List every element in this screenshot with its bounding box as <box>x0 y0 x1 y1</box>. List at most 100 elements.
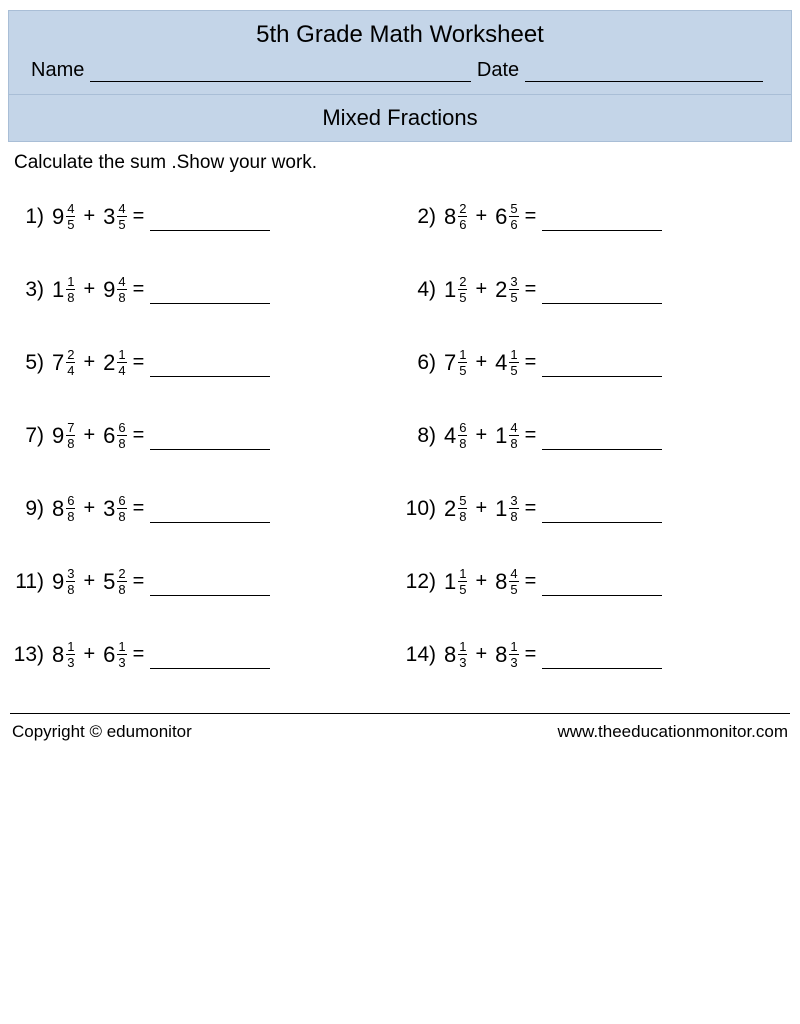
equals-sign: = <box>525 497 537 520</box>
answer-line[interactable] <box>150 363 270 377</box>
fraction: 48 <box>117 275 126 304</box>
fraction: 18 <box>66 275 75 304</box>
equals-sign: = <box>525 351 537 374</box>
footer-url: www.theeducationmonitor.com <box>557 722 788 742</box>
plus-operator: + <box>83 497 95 520</box>
problem-row: 13)813+613=14)813+813= <box>8 640 792 669</box>
date-input-line[interactable] <box>525 62 763 82</box>
numerator: 3 <box>66 567 75 581</box>
operand-a: 715 <box>444 348 467 377</box>
problem-row: 5)724+214=6)715+415= <box>8 348 792 377</box>
numerator: 6 <box>66 494 75 508</box>
denominator: 4 <box>117 363 126 377</box>
answer-line[interactable] <box>542 655 662 669</box>
equals-sign: = <box>133 424 145 447</box>
equals-sign: = <box>133 570 145 593</box>
problem-expression: 468+148= <box>444 421 540 450</box>
problem-cell: 10)258+138= <box>400 494 792 523</box>
denominator: 8 <box>66 290 75 304</box>
plus-operator: + <box>475 278 487 301</box>
whole-number: 1 <box>495 423 507 449</box>
plus-operator: + <box>83 351 95 374</box>
denominator: 3 <box>66 655 75 669</box>
answer-line[interactable] <box>150 582 270 596</box>
denominator: 5 <box>509 290 518 304</box>
problem-number: 12) <box>400 570 444 594</box>
name-label: Name <box>31 59 84 82</box>
problem-number: 14) <box>400 643 444 667</box>
answer-line[interactable] <box>542 582 662 596</box>
whole-number: 6 <box>103 642 115 668</box>
answer-line[interactable] <box>150 217 270 231</box>
problem-number: 1) <box>8 205 52 229</box>
fraction: 68 <box>66 494 75 523</box>
fraction: 28 <box>117 567 126 596</box>
problem-cell: 3)118+948= <box>8 275 400 304</box>
numerator: 2 <box>117 567 126 581</box>
problem-row: 9)868+368=10)258+138= <box>8 494 792 523</box>
problem-cell: 13)813+613= <box>8 640 400 669</box>
name-input-line[interactable] <box>90 62 471 82</box>
problem-number: 3) <box>8 278 52 302</box>
problem-cell: 2)826+656= <box>400 202 792 231</box>
problem-cell: 11)938+528= <box>8 567 400 596</box>
problem-number: 2) <box>400 205 444 229</box>
answer-line[interactable] <box>542 290 662 304</box>
problem-cell: 9)868+368= <box>8 494 400 523</box>
worksheet-header: 5th Grade Math Worksheet Name Date Mixed… <box>8 10 792 142</box>
operand-b: 613 <box>103 640 126 669</box>
operand-b: 528 <box>103 567 126 596</box>
problem-cell: 7)978+668= <box>8 421 400 450</box>
whole-number: 3 <box>103 204 115 230</box>
whole-number: 1 <box>444 569 456 595</box>
operand-b: 656 <box>495 202 518 231</box>
problem-cell: 5)724+214= <box>8 348 400 377</box>
fraction: 13 <box>117 640 126 669</box>
fraction: 78 <box>66 421 75 450</box>
operand-a: 118 <box>52 275 75 304</box>
problem-expression: 715+415= <box>444 348 540 377</box>
fraction: 45 <box>509 567 518 596</box>
denominator: 3 <box>509 655 518 669</box>
numerator: 5 <box>458 494 467 508</box>
answer-line[interactable] <box>150 509 270 523</box>
problem-number: 5) <box>8 351 52 375</box>
denominator: 5 <box>66 217 75 231</box>
problem-cell: 1)945+345= <box>8 202 400 231</box>
problem-expression: 724+214= <box>52 348 148 377</box>
equals-sign: = <box>133 278 145 301</box>
answer-line[interactable] <box>542 217 662 231</box>
fraction: 26 <box>458 202 467 231</box>
problem-cell: 6)715+415= <box>400 348 792 377</box>
equals-sign: = <box>525 278 537 301</box>
denominator: 8 <box>117 290 126 304</box>
whole-number: 8 <box>444 204 456 230</box>
numerator: 4 <box>509 421 518 435</box>
problem-expression: 826+656= <box>444 202 540 231</box>
answer-line[interactable] <box>542 363 662 377</box>
fraction: 45 <box>117 202 126 231</box>
answer-line[interactable] <box>150 655 270 669</box>
whole-number: 8 <box>495 569 507 595</box>
equals-sign: = <box>525 643 537 666</box>
whole-number: 8 <box>495 642 507 668</box>
fraction: 15 <box>509 348 518 377</box>
whole-number: 9 <box>52 423 64 449</box>
operand-b: 668 <box>103 421 126 450</box>
problem-expression: 813+813= <box>444 640 540 669</box>
plus-operator: + <box>475 570 487 593</box>
problem-number: 4) <box>400 278 444 302</box>
equals-sign: = <box>133 205 145 228</box>
answer-line[interactable] <box>542 509 662 523</box>
whole-number: 7 <box>52 350 64 376</box>
numerator: 1 <box>458 640 467 654</box>
problem-expression: 115+845= <box>444 567 540 596</box>
denominator: 4 <box>66 363 75 377</box>
name-date-row: Name Date <box>9 51 791 94</box>
problem-number: 7) <box>8 424 52 448</box>
plus-operator: + <box>475 424 487 447</box>
answer-line[interactable] <box>542 436 662 450</box>
answer-line[interactable] <box>150 436 270 450</box>
problem-expression: 868+368= <box>52 494 148 523</box>
answer-line[interactable] <box>150 290 270 304</box>
